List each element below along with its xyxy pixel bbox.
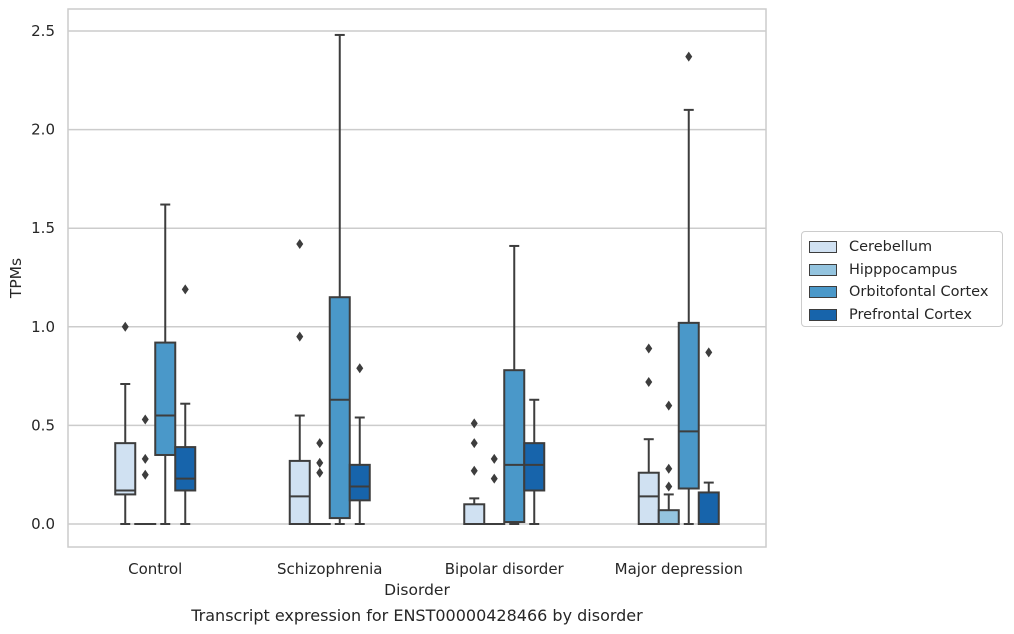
outlier-point [645, 377, 653, 388]
legend-swatch [809, 241, 837, 254]
outlier-point [470, 438, 478, 449]
outlier-point [665, 400, 673, 411]
outlier-point [141, 453, 149, 464]
box-group [483, 453, 506, 526]
outlier-point [490, 453, 498, 464]
outlier-point [665, 481, 673, 492]
box [328, 296, 351, 520]
box-group [134, 414, 157, 526]
outlier-point [356, 363, 364, 374]
outlier-point [141, 414, 149, 425]
legend-label: Hipppocampus [849, 261, 958, 278]
box [657, 509, 680, 526]
outlier-point [470, 465, 478, 476]
box [523, 442, 546, 492]
x-tick-label: Control [128, 560, 182, 578]
box-group [348, 363, 371, 525]
chart-caption: Transcript expression for ENST0000042846… [191, 606, 643, 625]
box-group [503, 244, 526, 525]
outlier-point [705, 347, 713, 358]
x-tick-label: Bipolar disorder [445, 560, 565, 578]
box [697, 491, 720, 525]
outlier-point [645, 343, 653, 354]
y-tick-label: 0.0 [31, 515, 55, 533]
legend-label: Prefrontal Cortex [849, 306, 972, 323]
x-tick-label: Schizophrenia [277, 560, 382, 578]
outlier-point [141, 469, 149, 480]
outlier-point [316, 457, 324, 468]
y-tick-label: 2.5 [31, 22, 55, 40]
box [463, 503, 486, 525]
outlier-point [470, 418, 478, 429]
box-group [637, 343, 660, 525]
chart-legend: Cerebellum Hipppocampus Orbitofontal Corte… [801, 231, 1003, 327]
box-group [114, 321, 137, 525]
outlier-point [316, 438, 324, 449]
outlier-point [316, 467, 324, 478]
box-group [697, 347, 720, 525]
legend-swatch [809, 286, 837, 299]
legend-item: Hipppocampus [802, 259, 1002, 282]
x-axis-label: Disorder [384, 581, 450, 599]
box [348, 463, 371, 502]
y-tick-label: 1.0 [31, 318, 55, 336]
outlier-point [665, 463, 673, 474]
x-tick-label: Major depression [615, 560, 743, 578]
outlier-point [685, 51, 693, 62]
y-tick-label: 1.5 [31, 219, 55, 237]
outlier-point [296, 331, 304, 342]
y-tick-label: 0.5 [31, 416, 55, 434]
box [174, 446, 197, 492]
box-group [288, 238, 311, 525]
box [288, 459, 311, 525]
box [677, 321, 700, 490]
box-group [463, 418, 486, 525]
legend-item: Prefrontal Cortex [802, 304, 1002, 327]
y-tick-label: 2.0 [31, 121, 55, 139]
outlier-point [296, 238, 304, 249]
legend-label: Orbitofontal Cortex [849, 284, 989, 301]
legend-item: Orbitofontal Cortex [802, 281, 1002, 304]
box-plot-marks [114, 33, 720, 526]
outlier-point [121, 321, 129, 332]
outlier-point [490, 473, 498, 484]
y-axis-label: TPMs [7, 258, 25, 299]
box-group [174, 284, 197, 525]
legend-swatch [809, 263, 837, 276]
box-group [523, 398, 546, 525]
box [114, 442, 137, 496]
box [503, 369, 526, 524]
box-group [328, 33, 351, 525]
y-axis-ticks: 0.0 0.5 1.0 1.5 2.0 2.5 [31, 22, 55, 533]
box [154, 341, 177, 456]
legend-label: Cerebellum [849, 239, 933, 256]
box-group [657, 400, 680, 526]
box-group [677, 51, 700, 525]
outlier-point [181, 284, 189, 295]
box-group [154, 203, 177, 525]
x-axis-ticks: Control Schizophrenia Bipolar disorder Majo… [128, 560, 743, 578]
box [637, 471, 660, 525]
legend-item: Cerebellum [802, 236, 1002, 259]
legend-swatch [809, 308, 837, 321]
plot-frame [67, 8, 767, 548]
box-group [308, 438, 331, 526]
